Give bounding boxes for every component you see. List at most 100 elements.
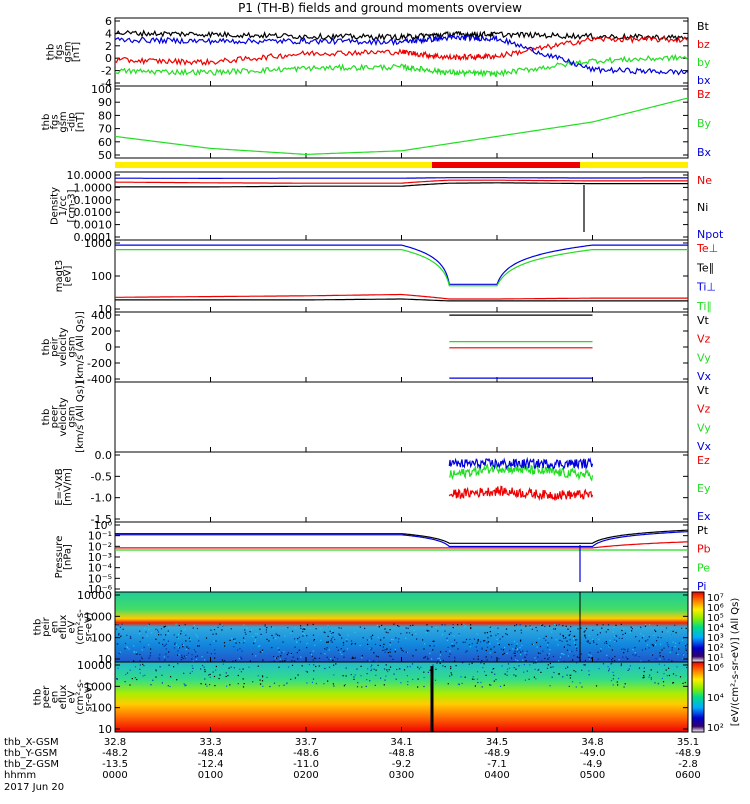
spectrogram-pixel: [217, 626, 219, 628]
spectrogram-pixel: [524, 656, 526, 658]
spectrogram-pixel: [546, 667, 549, 669]
spectrogram-pixel: [444, 630, 446, 632]
spectrogram-pixel: [259, 679, 261, 681]
spectrogram-pixel: [607, 666, 609, 668]
spectrogram-pixel: [155, 670, 157, 672]
spectrogram-pixel: [336, 646, 338, 648]
spectrogram-pixel: [221, 629, 223, 631]
orbit-value: 33.3: [199, 737, 221, 748]
y-axis-label: eV: [67, 690, 78, 703]
spectrogram-pixel: [439, 659, 441, 661]
spectrogram-pixel: [417, 666, 419, 668]
spectrogram-pixel: [654, 629, 656, 631]
spectrogram-pixel: [513, 674, 515, 676]
series-fgs-Bt: [114, 29, 689, 42]
spectrogram-pixel: [515, 647, 517, 649]
spectrogram-pixel: [405, 651, 407, 653]
spectrogram-pixel: [136, 678, 138, 681]
spectrogram-pixel: [575, 671, 577, 673]
spectrogram-pixel: [413, 629, 415, 631]
orbit-value: 0600: [675, 770, 700, 781]
spectrogram-pixel: [468, 644, 470, 646]
spectrogram-pixel: [569, 644, 571, 647]
spectrogram-pixel: [366, 673, 368, 675]
spectrogram-pixel: [406, 632, 408, 634]
spectrogram-pixel: [431, 626, 433, 628]
spectrogram-pixel: [283, 660, 285, 662]
spectrogram-pixel: [354, 631, 356, 634]
spectrogram-pixel: [634, 655, 636, 657]
spectrogram-pixel: [449, 675, 451, 677]
spectrogram-pixel: [167, 630, 169, 632]
spectrogram-pixel: [599, 632, 601, 634]
spectrogram-pixel: [436, 662, 438, 664]
spectrogram-pixel: [388, 669, 390, 671]
spectrogram-pixel: [485, 674, 487, 676]
spectrogram-pixel: [208, 674, 210, 676]
spectrogram-pixel: [155, 628, 157, 630]
spectrogram-pixel: [196, 636, 198, 638]
spectrogram-pixel: [338, 633, 340, 635]
y-axis-label: gsm: [58, 111, 69, 132]
spectrogram-pixel: [661, 631, 663, 633]
spectrogram-pixel: [635, 654, 637, 656]
spectrogram-pixel: [302, 631, 304, 633]
spectrogram-pixel: [369, 639, 371, 641]
spectrogram-pixel: [520, 632, 522, 634]
spectrogram-pixel: [411, 663, 414, 665]
spectrogram-pixel: [650, 677, 652, 679]
spectrogram-pixel: [454, 639, 456, 641]
spectrogram-pixel: [511, 643, 513, 646]
spectrogram-pixel: [406, 666, 409, 668]
spectrogram-pixel: [303, 633, 305, 635]
spectrogram-pixel: [682, 682, 684, 684]
y-tick-label: 100: [91, 83, 112, 96]
spectrogram-pixel: [344, 684, 346, 686]
spectrogram-pixel: [464, 641, 466, 643]
spectrogram-pixel: [461, 623, 463, 625]
spectrogram-pixel: [567, 666, 569, 668]
spectrogram-pixel: [477, 658, 479, 660]
spectrogram-pixel: [672, 641, 674, 643]
spectrogram-pixel: [444, 624, 446, 626]
spectrogram-pixel: [510, 656, 512, 658]
spectrogram-pixel: [215, 640, 217, 642]
spectrogram-pixel: [533, 662, 535, 664]
spectrogram-pixel: [477, 681, 479, 684]
spectrogram-pixel: [297, 658, 299, 660]
spectrogram-pixel: [370, 666, 372, 668]
spectrogram-pixel: [449, 650, 451, 652]
spectrogram-pixel: [271, 634, 273, 637]
spectrogram-pixel: [432, 649, 434, 651]
spectrogram-pixel: [549, 625, 551, 627]
spectrogram-pixel: [165, 634, 167, 636]
spectrogram-pixel: [304, 628, 306, 630]
spectrogram-pixel: [286, 683, 288, 685]
spectrogram-pixel: [340, 627, 342, 629]
spectrogram-pixel: [497, 627, 499, 629]
spectrogram-pixel: [470, 627, 472, 629]
spectrogram-pixel: [667, 631, 669, 633]
spectrogram-pixel: [511, 658, 513, 660]
spectrogram-pixel: [589, 652, 591, 654]
spectrogram-pixel: [576, 649, 578, 652]
spectrogram-pixel: [177, 663, 179, 665]
spectrogram-pixel: [312, 678, 315, 680]
spectrogram-pixel: [311, 681, 313, 683]
spectrogram-pixel: [423, 685, 425, 688]
spectrogram-pixel: [653, 644, 655, 646]
spectrogram-pixel: [377, 656, 379, 658]
spectrogram-pixel: [389, 648, 392, 650]
spectrogram-pixel: [281, 652, 283, 654]
spectrogram-pixel: [623, 648, 625, 650]
spectrogram-pixel: [212, 633, 214, 635]
y-tick-label: 1.0000: [74, 181, 113, 194]
spectrogram-pixel: [342, 644, 345, 646]
spectrogram-pixel: [549, 649, 551, 651]
spectrogram-pixel: [550, 666, 552, 668]
series-fgs-bz: [114, 35, 689, 66]
spectrogram-pixel: [495, 679, 497, 681]
spectrogram-pixel: [375, 669, 377, 671]
spectrogram-pixel: [559, 639, 561, 641]
